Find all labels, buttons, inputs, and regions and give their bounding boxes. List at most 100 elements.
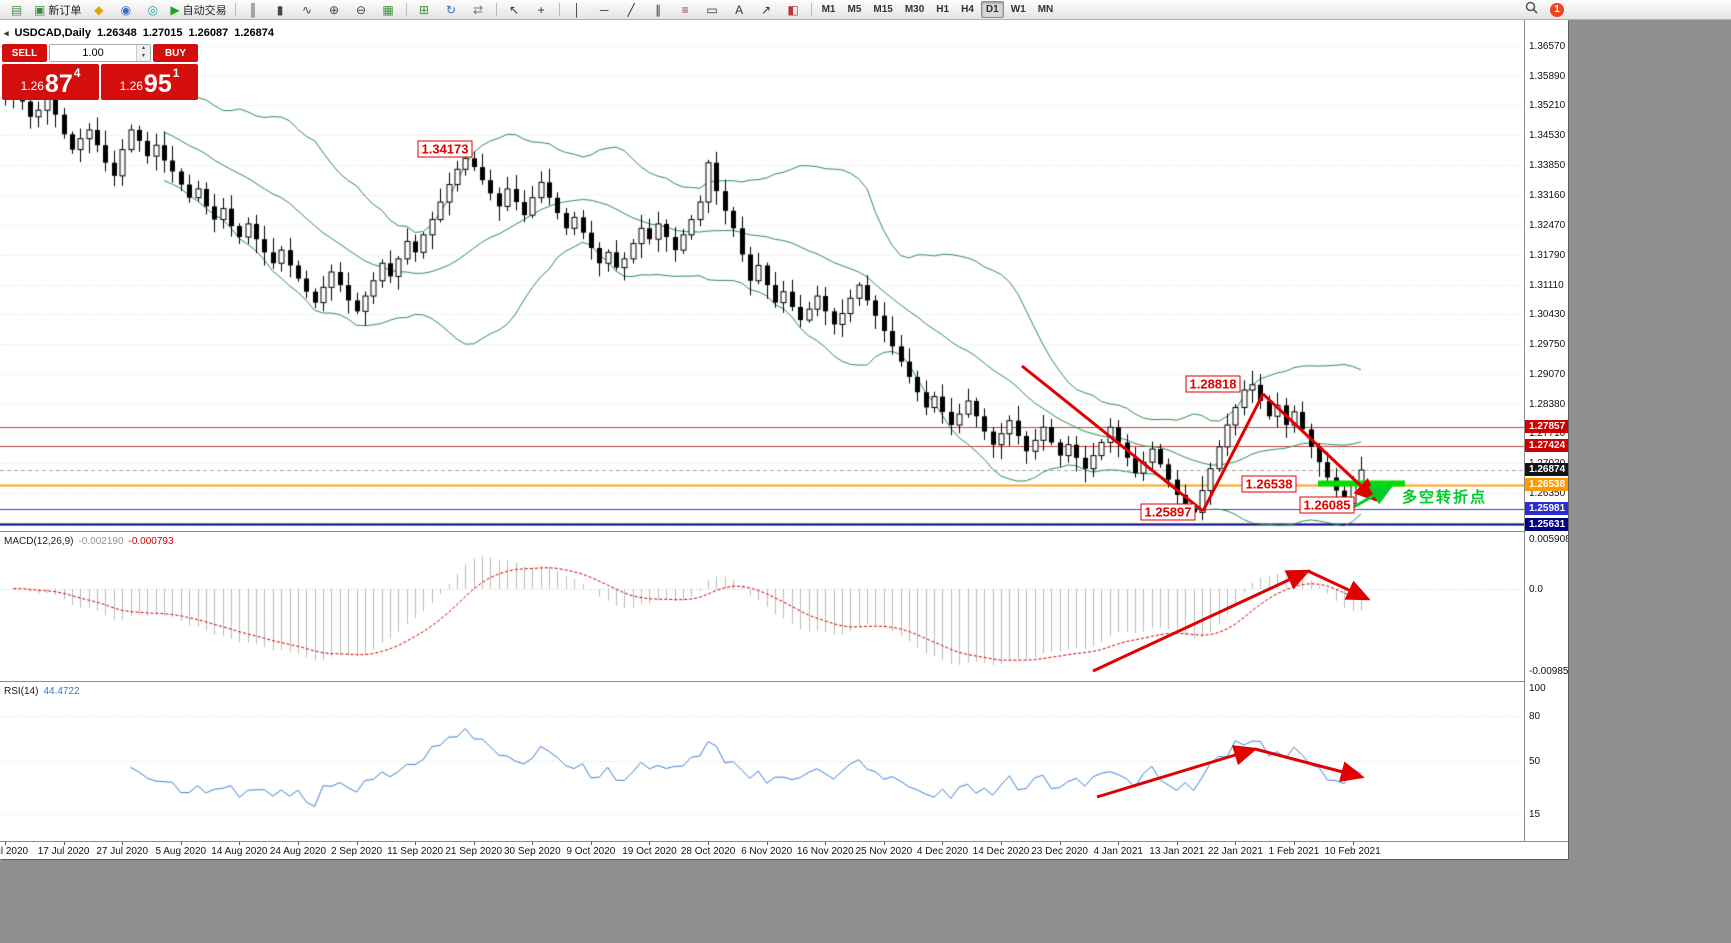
timeframe-m30-button[interactable]: M30 (904, 4, 925, 15)
macd-panel-separator[interactable] (0, 531, 1568, 532)
symbol-period-label: USDCAD,Daily (14, 27, 91, 39)
candles-chart-button[interactable]: ▮ (268, 0, 293, 19)
volume-field[interactable]: ▴ ▾ (49, 44, 151, 62)
price-badge: 1.27424 (1525, 439, 1568, 453)
price-annotation-label[interactable]: 1.26538 (1241, 475, 1297, 493)
main-toolbar: ▤ ▣ 新订单 ◆ ◉ ◎ ▶ 自动交易 ║ ▮ ∿ ⊕ ⊖ ▦ ⊞ ↻ ⇄ ↖ + │ ─ ╱ ∥ ≡ ▭ A ↗ ◧ M1 M5 M15… (0, 0, 1731, 20)
macd-signal-value: -0.000793 (128, 536, 174, 547)
text-button[interactable]: A (727, 0, 752, 19)
timeframe-h1-button[interactable]: H1 (936, 4, 950, 15)
turning-point-label[interactable]: 多空转折点 (1402, 489, 1488, 506)
date-tick (239, 842, 241, 845)
profile-button[interactable]: ◉ (113, 0, 138, 19)
date-label: 30 Sep 2020 (503, 846, 561, 857)
toolbar-separator (558, 3, 560, 16)
price-badge: 1.26874 (1525, 463, 1568, 477)
quotes-button[interactable]: ◆ (86, 0, 111, 19)
timeframe-mn-button[interactable]: MN (1037, 4, 1054, 15)
price-axis-label: 1.35210 (1529, 100, 1566, 112)
price-annotation-label[interactable]: 1.34173 (417, 140, 473, 158)
notification-badge[interactable]: 1 (1550, 2, 1564, 17)
macd-title: MACD(12,26,9) -0.002190 -0.000793 (4, 536, 174, 547)
vertical-line-button[interactable]: │ (565, 0, 590, 19)
bars-chart-button[interactable]: ║ (241, 0, 266, 19)
shapes-icon: ▭ (706, 2, 718, 17)
price-annotation-label[interactable]: 1.28818 (1185, 375, 1241, 393)
price-annotation-label[interactable]: 1.26085 (1299, 496, 1355, 514)
date-label: 13 Jan 2021 (1149, 846, 1205, 857)
chart-shift-icon: ⇄ (473, 2, 484, 17)
date-tick (1352, 842, 1354, 845)
date-label: 22 Jan 2021 (1207, 846, 1263, 857)
arrows-button[interactable]: ↗ (754, 0, 779, 19)
autotrading-button[interactable]: ▶ 自动交易 (167, 0, 229, 19)
palette-button[interactable]: ◧ (781, 0, 806, 19)
price-axis[interactable]: 1.36570 1.35890 1.35210 1.34530 1.33850 1.331… (1524, 20, 1568, 841)
date-label: 2 Sep 2020 (330, 846, 383, 857)
shapes-button[interactable]: ▭ (700, 0, 725, 19)
date-axis[interactable]: 8 Jul 2020 17 Jul 2020 27 Jul 2020 5 Aug 20… (0, 841, 1568, 859)
crosshair-button[interactable]: + (529, 0, 554, 19)
buy-price-button[interactable]: 1.26 95 1 (101, 64, 198, 100)
sell-price-button[interactable]: 1.26 87 4 (2, 64, 99, 100)
rsi-panel-separator[interactable] (0, 681, 1568, 682)
date-tick (942, 842, 944, 845)
buy-price-prefix: 1.26 (119, 79, 143, 93)
new-chart-button[interactable]: ⊞ (412, 0, 437, 19)
line-chart-icon: ∿ (302, 2, 313, 17)
date-tick (1118, 842, 1120, 845)
ohlc-close: 1.26874 (234, 27, 274, 39)
date-label: 1 Feb 2021 (1268, 846, 1320, 857)
cursor-button[interactable]: ↖ (502, 0, 527, 19)
date-label: 17 Jul 2020 (37, 846, 90, 857)
market-button[interactable]: ◎ (140, 0, 165, 19)
zoom-out-button[interactable]: ⊖ (349, 0, 374, 19)
date-label: 11 Sep 2020 (387, 846, 444, 857)
tile-windows-button[interactable]: ▦ (376, 0, 401, 19)
auto-scroll-button[interactable]: ↻ (439, 0, 464, 19)
price-axis-label: 1.32470 (1529, 220, 1566, 232)
chart-shift-button[interactable]: ⇄ (466, 0, 491, 19)
date-tick (883, 842, 885, 845)
search-icon[interactable] (1525, 1, 1538, 19)
price-annotation-label[interactable]: 1.25897 (1140, 503, 1196, 521)
date-label: 14 Aug 2020 (211, 846, 268, 857)
crosshair-icon: + (537, 2, 545, 17)
date-tick (825, 842, 827, 845)
price-chart-canvas[interactable] (0, 20, 1524, 859)
horizontal-line-button[interactable]: ─ (592, 0, 617, 19)
date-label: 9 Oct 2020 (566, 846, 616, 857)
ohlc-high: 1.27015 (142, 27, 183, 39)
sell-button[interactable]: SELL (2, 44, 47, 62)
volume-up-icon[interactable]: ▴ (137, 45, 150, 53)
volume-down-icon[interactable]: ▾ (137, 53, 150, 61)
chart-window-usdcad[interactable]: ◂ USDCAD,Daily 1.26348 1.27015 1.26087 1… (0, 20, 1568, 859)
price-axis-label: 1.36570 (1529, 41, 1566, 52)
timeframe-d1-button[interactable]: D1 (980, 1, 1004, 18)
tile-windows-icon: ▦ (382, 2, 394, 17)
timeframe-h4-button[interactable]: H4 (961, 4, 974, 15)
zoom-in-button[interactable]: ⊕ (322, 0, 347, 19)
fibonacci-icon: ≡ (681, 2, 689, 17)
charts-window-button[interactable]: ▤ (4, 0, 29, 19)
date-tick (1293, 842, 1295, 845)
timeframe-w1-button[interactable]: W1 (1010, 4, 1026, 15)
new-order-button[interactable]: ▣ 新订单 (31, 0, 84, 19)
market-icon: ◎ (147, 2, 159, 17)
price-axis-label: 1.35890 (1529, 70, 1566, 82)
toolbar-separator (810, 3, 812, 16)
date-label: 14 Dec 2020 (972, 846, 1030, 857)
fibonacci-button[interactable]: ≡ (673, 0, 698, 19)
timeframe-m1-button[interactable]: M1 (821, 4, 836, 15)
volume-input[interactable] (50, 45, 136, 61)
timeframe-m15-button[interactable]: M15 (873, 4, 893, 15)
timeframe-m5-button[interactable]: M5 (847, 4, 862, 15)
price-axis-label: 1.29070 (1529, 368, 1566, 380)
new-order-icon: ▣ (34, 2, 46, 17)
trendline-button[interactable]: ╱ (619, 0, 644, 19)
channel-button[interactable]: ∥ (646, 0, 671, 19)
date-label: 4 Jan 2021 (1093, 846, 1143, 857)
buy-button[interactable]: BUY (153, 44, 198, 62)
line-chart-button[interactable]: ∿ (295, 0, 320, 19)
date-label: 24 Aug 2020 (269, 846, 327, 857)
